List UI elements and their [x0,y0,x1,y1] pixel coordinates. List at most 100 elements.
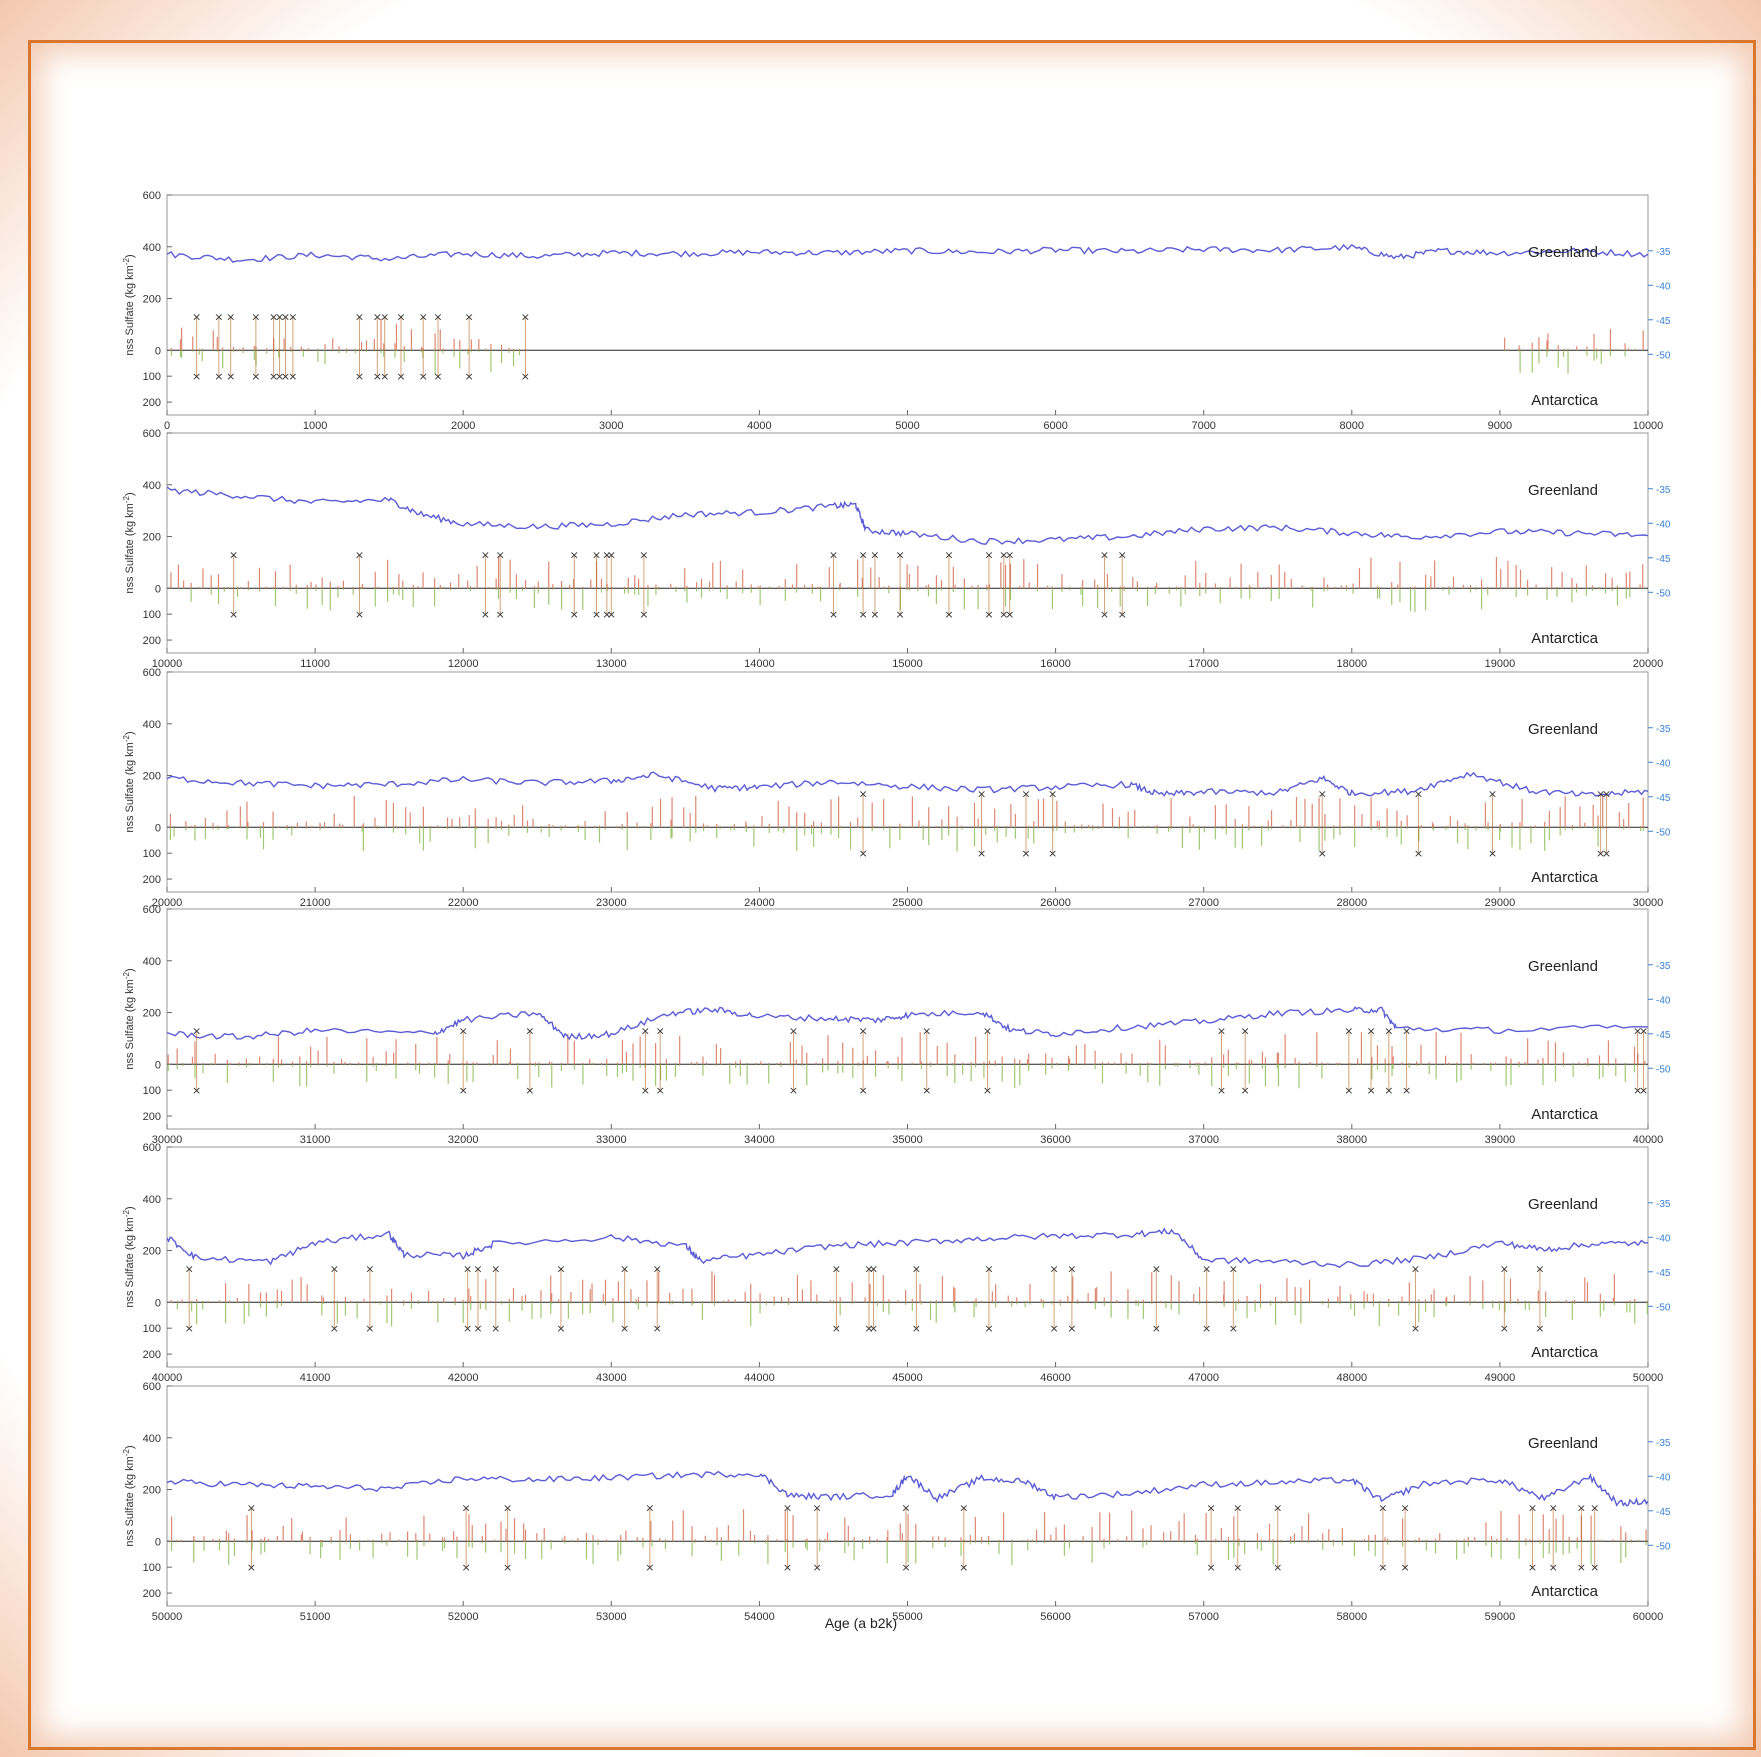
greenland-event-marker: × [864,1263,873,1276]
greenland-event-marker: × [1100,549,1109,562]
greenland-event-marker: × [1217,1025,1226,1038]
x-tick-label: 45000 [892,1372,923,1384]
right-tick-label: -50 [1656,350,1671,361]
left-tick-label: 0 [155,583,161,595]
greenland-event-marker: × [570,549,579,562]
greenland-event-marker: × [1528,1502,1537,1515]
greenland-event-marker: × [922,1025,931,1038]
x-tick-label: 20000 [152,897,183,909]
greenland-event-marker: × [1344,1025,1353,1038]
antarctica-event-marker: × [570,608,579,621]
antarctica-event-marker: × [1488,847,1497,860]
greenland-event-marker: × [1318,788,1327,801]
antarctica-event-marker: × [229,608,238,621]
panel-3: 600 400 200 0 100 200 -35 -40 -45 -50 20000 21000 22… [122,667,1671,909]
left-tick-label: 0 [155,1059,161,1071]
greenland-event-marker: × [832,1263,841,1276]
greenland-event-marker: × [380,311,389,324]
greenland-event-marker: × [1414,788,1423,801]
antarctica-event-marker: × [380,370,389,383]
greenland-event-marker: × [1384,1025,1393,1038]
x-tick-label: 15000 [892,658,923,670]
left-tick-label: 100 [143,848,161,860]
right-tick-label: -35 [1656,247,1671,258]
x-tick-label: 20000 [1633,658,1664,670]
greenland-event-marker: × [858,788,867,801]
greenland-event-marker: × [984,549,993,562]
greenland-event-marker: × [983,1025,992,1038]
left-tick-label: 100 [143,1562,161,1574]
left-tick-label: 200 [143,1485,161,1497]
antarctica-event-marker: × [653,1322,662,1335]
panel-5: 600 400 200 0 100 200 -35 -40 -45 -50 40000 41000 42… [122,1142,1671,1384]
left-tick-label: 400 [143,956,161,968]
greenland-event-marker: × [829,549,838,562]
antarctica-event-marker: × [396,370,405,383]
left-tick-label: 100 [143,1085,161,1097]
x-tick-label: 8000 [1340,420,1364,432]
antarctica-event-marker: × [275,370,284,383]
greenland-event-marker: × [1229,1263,1238,1276]
panel-frame [166,1385,1649,1607]
y-axis-title: nss Sulfate (kg km-2) [122,1445,137,1546]
antarctica-event-marker: × [269,370,278,383]
greenland-event-marker: × [396,311,405,324]
antarctica-event-marker: × [556,1322,565,1335]
greenland-event-marker: × [602,549,611,562]
right-tick-label: -50 [1656,1064,1671,1075]
x-tick-label: 58000 [1337,1611,1368,1623]
x-tick-label: 46000 [1040,1372,1071,1384]
greenland-event-marker: × [247,1502,256,1515]
x-tick-label: 13000 [596,658,627,670]
right-tick-label: -50 [1656,1541,1671,1552]
x-tick-label: 39000 [1485,1134,1516,1146]
left-tick-label: 200 [143,1246,161,1258]
left-tick-label: 100 [143,371,161,383]
x-tick-label: 16000 [1040,658,1071,670]
greenland-label: Greenland [1528,1196,1598,1213]
greenland-event-marker: × [1273,1502,1282,1515]
greenland-event-marker: × [355,549,364,562]
greenland-event-marker: × [214,311,223,324]
greenland-event-marker: × [620,1263,629,1276]
x-tick-label: 27000 [1188,897,1219,909]
antarctica-event-marker: × [462,1561,471,1574]
left-tick-label: 200 [143,532,161,544]
antarctica-event-marker: × [944,608,953,621]
antarctica-event-marker: × [419,370,428,383]
greenland-event-marker: × [281,311,290,324]
right-tick-label: -40 [1656,995,1671,1006]
antarctica-event-marker: × [1414,847,1423,860]
antarctica-event-marker: × [463,1322,472,1335]
greenland-event-marker: × [251,311,260,324]
greenland-event-marker: × [1206,1502,1215,1515]
greenland-event-marker: × [1535,1263,1544,1276]
greenland-event-marker: × [1577,1502,1586,1515]
panel-frame [166,671,1649,893]
left-tick-label: 600 [143,904,161,916]
greenland-event-marker: × [813,1502,822,1515]
x-tick-label: 54000 [744,1611,775,1623]
left-tick-label: 200 [143,874,161,886]
greenland-event-marker: × [496,549,505,562]
antarctica-label: Antarctica [1531,1106,1598,1123]
left-tick-label: 400 [143,1433,161,1445]
greenland-event-marker: × [901,1502,910,1515]
greenland-event-marker: × [355,311,364,324]
greenland-label: Greenland [1528,244,1598,261]
greenland-event-marker: × [653,1263,662,1276]
antarctica-event-marker: × [1602,847,1611,860]
left-tick-label: 200 [143,397,161,409]
left-tick-label: 200 [143,1008,161,1020]
x-tick-label: 60000 [1633,1611,1664,1623]
antarctica-label: Antarctica [1531,869,1598,886]
greenland-event-marker: × [330,1263,339,1276]
antarctica-event-marker: × [330,1322,339,1335]
left-tick-label: 400 [143,480,161,492]
greenland-event-marker: × [641,1025,650,1038]
x-tick-label: 21000 [300,897,331,909]
x-tick-label: 32000 [448,1134,479,1146]
greenland-event-marker: × [984,1263,993,1276]
greenland-label: Greenland [1528,721,1598,738]
right-tick-label: -35 [1656,961,1671,972]
